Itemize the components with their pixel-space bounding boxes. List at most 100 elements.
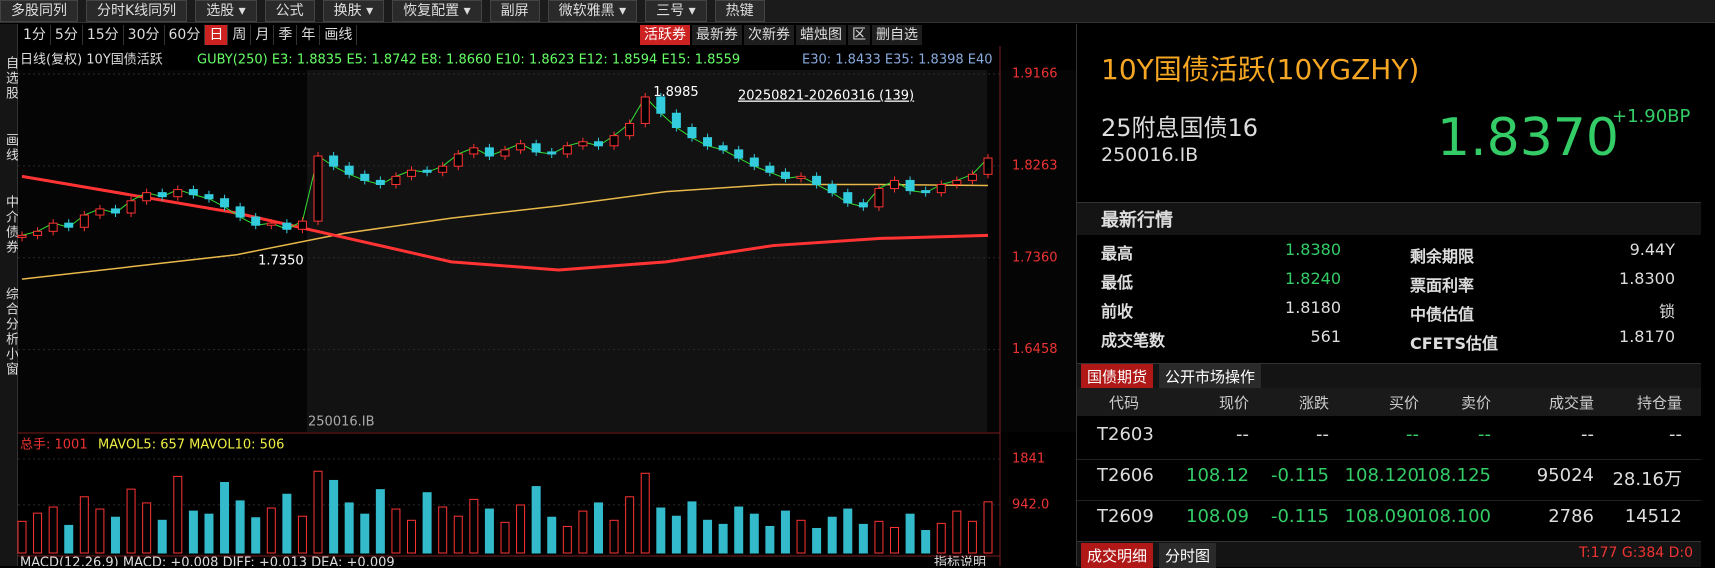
volume-bar	[780, 510, 790, 554]
moving-average	[21, 174, 989, 272]
sidebar-item[interactable]: 自选股	[3, 56, 18, 101]
volume-bar	[64, 524, 74, 554]
toolbar-button[interactable]: 微软雅黑	[547, 0, 638, 22]
volume-bar	[500, 521, 510, 554]
period-bar: 1分 5分 15分 30分 60分日周月季年画线	[19, 25, 358, 45]
toolbar: 多股同列分时K线同列选股公式换肤恢复配置副屏微软雅黑三号热键	[0, 0, 1715, 23]
sidebar-item[interactable]: 画线	[3, 133, 18, 163]
tab[interactable]: 分时图	[1159, 543, 1217, 568]
tab[interactable]: 国债期货	[1081, 364, 1154, 389]
status: T:177 G:384 D:0	[1578, 545, 1693, 561]
volume-bar	[671, 515, 681, 554]
period[interactable]: 1分	[19, 25, 51, 45]
y-tick-label: 1.6458	[1012, 342, 1058, 357]
toolbar-button[interactable]: 选股	[195, 0, 257, 22]
column-header: 现价	[1218, 394, 1249, 412]
range-label: 20250821-20260316 (139)	[738, 89, 914, 104]
volume-bar	[297, 515, 307, 554]
volume-bar	[812, 527, 822, 554]
volume-bar	[936, 522, 946, 554]
candle	[796, 175, 806, 179]
moving-average	[21, 183, 989, 280]
volume-bar	[827, 516, 837, 554]
toolbar-button[interactable]: 副屏	[489, 0, 540, 22]
period[interactable]: 月	[251, 25, 275, 45]
period[interactable]: 日	[205, 25, 229, 45]
candle	[173, 189, 183, 198]
column-header: 持仓量	[1636, 394, 1682, 412]
tab[interactable]: 成交明细	[1081, 543, 1154, 568]
chart-tab[interactable]: 蜡烛图	[796, 25, 846, 45]
row-line	[1077, 459, 1701, 460]
chart-tab[interactable]: 删自选	[872, 25, 922, 45]
macd-label: MACD(12,26,9) MACD: +0.008 DIFF: +0.013 …	[20, 556, 395, 567]
quote-label: 最高	[1101, 244, 1134, 263]
volume-bar	[17, 520, 27, 554]
chart-tab[interactable]: 活跃券	[640, 25, 690, 45]
period[interactable]: 30分	[124, 25, 165, 45]
period[interactable]: 60分	[165, 25, 206, 45]
candle	[827, 183, 837, 194]
toolbar-button[interactable]: 多股同列	[0, 0, 78, 22]
quote-value: 1.8300	[1619, 269, 1675, 288]
cell: 2786	[1548, 506, 1594, 527]
cell: --	[1236, 424, 1249, 445]
volume-bar	[625, 496, 635, 554]
tab[interactable]: 公开市场操作	[1159, 364, 1262, 389]
help[interactable]: 指标说明	[934, 556, 986, 567]
candle	[718, 145, 728, 151]
period[interactable]: 5分	[51, 25, 83, 45]
toolbar-button[interactable]: 公式	[264, 0, 315, 22]
candle	[874, 188, 884, 208]
quote-label: 最低	[1101, 273, 1134, 292]
quote-value: 1.8180	[1285, 298, 1341, 317]
chart-tab[interactable]: 次新券	[744, 25, 794, 45]
volume-bar	[656, 507, 666, 554]
candle	[422, 169, 432, 173]
period[interactable]: 15分	[83, 25, 124, 45]
candle	[251, 216, 261, 226]
quote-label: 剩余期限	[1410, 247, 1475, 266]
volume-bar	[313, 470, 323, 554]
quote-value: 1.8170	[1619, 327, 1675, 346]
period[interactable]: 季	[274, 25, 298, 45]
volume-bar	[765, 525, 775, 554]
volume-bar	[983, 501, 993, 554]
toolbar-button[interactable]: 换肤	[322, 0, 385, 22]
sidebar-item[interactable]: 综合分析小窗	[3, 287, 18, 377]
candle	[905, 179, 915, 192]
cell: 108.09	[1186, 506, 1249, 527]
chart-tab[interactable]: 区	[848, 25, 870, 45]
volume-bar	[749, 513, 759, 554]
chart-tab[interactable]: 最新券	[692, 25, 742, 45]
volume-bar	[220, 481, 230, 554]
sidebar-item[interactable]: 中介债券	[3, 195, 18, 255]
cell: --	[1669, 424, 1682, 445]
candle	[780, 171, 790, 179]
candle	[936, 183, 946, 194]
candle	[142, 192, 152, 202]
volume-bar	[905, 513, 915, 554]
period[interactable]: 周	[228, 25, 252, 45]
candle	[765, 165, 775, 173]
toolbar-button[interactable]: 热键	[714, 0, 765, 22]
period[interactable]: 年	[297, 25, 321, 45]
volume-bar	[266, 507, 276, 554]
cell: 28.16万	[1612, 469, 1682, 490]
volume-bar	[858, 523, 868, 554]
column-header: 买价	[1388, 394, 1419, 412]
toolbar-button[interactable]: 三号	[645, 0, 707, 22]
period[interactable]: 画线	[320, 25, 358, 45]
cell: 108.090	[1344, 506, 1419, 527]
volume-bar	[79, 496, 89, 554]
y-tick-label: 1841	[1012, 451, 1045, 466]
cell: --	[1581, 424, 1594, 445]
candle	[687, 127, 697, 139]
price: 1.8370	[1437, 108, 1619, 168]
candle	[734, 149, 744, 159]
y-tick-label: 1.7360	[1012, 250, 1058, 265]
candle	[329, 155, 339, 167]
toolbar-button[interactable]: 分时K线同列	[86, 0, 188, 22]
toolbar-button[interactable]: 恢复配置	[392, 0, 482, 22]
